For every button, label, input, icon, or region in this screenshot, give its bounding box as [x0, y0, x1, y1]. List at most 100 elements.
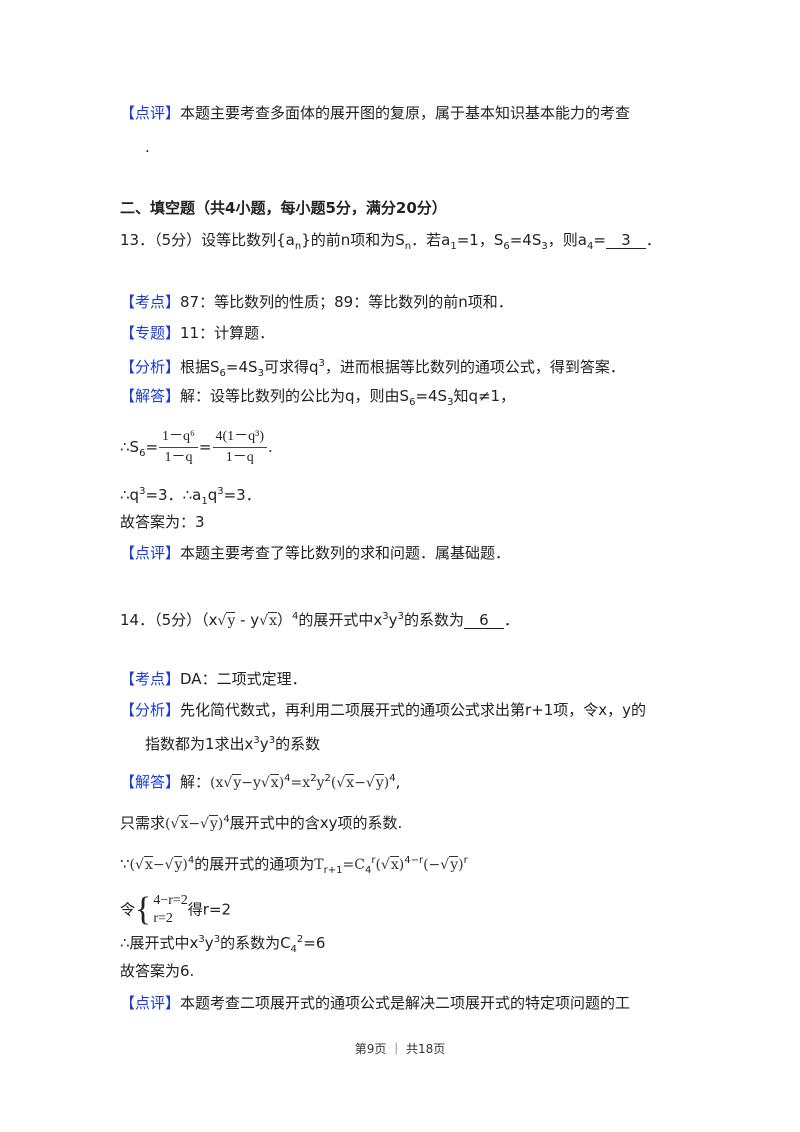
- text-run: 指数都为1求出x: [145, 735, 254, 753]
- math-run: =C: [342, 857, 365, 873]
- text-run: =3．: [223, 486, 261, 504]
- subscript: 6: [219, 368, 226, 379]
- answer-blank: 6: [463, 612, 504, 629]
- q14-review: 【点评】本题考查二项展开式的通项公式是解决二项展开式的特定项问题的工: [120, 993, 630, 1013]
- superscript: 3: [139, 486, 146, 497]
- subscript: 6: [503, 241, 510, 252]
- q14-answer: 故答案为6.: [120, 961, 194, 981]
- sqrt-expr: √x: [261, 774, 279, 791]
- math-run: ): [278, 775, 285, 791]
- math-run: −y: [241, 775, 261, 791]
- page-footer: 第9页 ｜ 共18页: [354, 1042, 446, 1056]
- sqrt-expr: √x: [135, 856, 153, 873]
- text-run: 令: [120, 900, 136, 919]
- math-run: ): [182, 857, 188, 873]
- system-row: 4−r=2: [153, 893, 188, 908]
- text-run: 只需求: [120, 814, 166, 832]
- answer-blank: 3: [605, 232, 646, 249]
- math-run: ): [458, 857, 464, 873]
- denominator: 1－q: [225, 450, 254, 465]
- subscript: 3: [541, 241, 548, 252]
- text-run: }的前n项和为S: [301, 231, 405, 249]
- question-13: 13．（5分）设等比数列{an}的前n项和为Sn．若a1=1，S6=4S3，则a…: [120, 230, 661, 257]
- q13-review: 【点评】本题主要考查了等比数列的求和问题．属基础题．: [120, 543, 510, 563]
- radical-sign: √: [260, 775, 270, 791]
- math-run: y: [316, 775, 325, 791]
- text-run: ，进而根据等比数列的通项公式，得到答案．: [324, 358, 625, 376]
- math-run: ): [398, 857, 405, 873]
- q13-formula: ∴S6= 1－q⁶ 1－q = 4(1－q³) 1－q.: [120, 427, 273, 468]
- text-run: ）: [277, 611, 293, 629]
- subscript: 1: [450, 241, 457, 252]
- system-row: r=2: [153, 911, 173, 926]
- section-heading: 二、填空题（共4小题，每小题5分，满分20分）: [120, 198, 447, 218]
- radicand: x: [268, 612, 278, 629]
- text-run: y: [259, 735, 269, 753]
- q14-knowledge-point: 【考点】DA：二项式定理．: [120, 669, 307, 689]
- subscript: 1: [201, 496, 208, 507]
- math-run: (−: [423, 857, 441, 873]
- text-run: =: [198, 438, 212, 456]
- q13-step: ∴q3=3．∴a1q3=3．: [120, 482, 261, 512]
- superscript: 3: [382, 611, 389, 622]
- section-tag: 【点评】: [120, 544, 181, 562]
- text-run: ,: [395, 773, 401, 791]
- radical-sign: √: [336, 775, 346, 791]
- text-run: 本题主要考查了等比数列的求和问题．属基础题．: [180, 544, 511, 562]
- text-run: 先化简代数式，再利用二项展开式的通项公式求出第r+1项，令x，y的: [180, 701, 647, 719]
- radicand: y: [226, 612, 236, 629]
- text-run: ∵: [120, 855, 130, 873]
- math-run: (: [129, 857, 136, 873]
- text-run: q: [207, 486, 218, 504]
- math-run: ): [383, 775, 390, 791]
- radicand: y: [208, 815, 218, 832]
- superscript: 4: [389, 773, 396, 784]
- text-run: 的展开式中x: [298, 611, 383, 629]
- text-run: =6: [303, 934, 326, 952]
- q14-analysis: 【分析】先化简代数式，再利用二项展开式的通项公式求出第r+1项，令x，y的: [120, 700, 646, 720]
- q14-step-4: ∴展开式中x3y3的系数为C42=6: [120, 930, 325, 960]
- radicand: x: [143, 856, 153, 873]
- math-run: −: [354, 775, 366, 791]
- radical-sign: √: [259, 613, 269, 629]
- superscript: r: [463, 855, 468, 866]
- subscript: 4: [290, 944, 297, 955]
- text-run: 解：设等比数列的公比为q，则由S: [180, 387, 410, 405]
- sqrt-expr: √y: [200, 815, 218, 832]
- text-run: ∴S: [120, 438, 140, 456]
- superscript: 3: [253, 735, 260, 746]
- radicand: x: [345, 774, 355, 791]
- numerator: 1－q⁶: [159, 427, 198, 448]
- text-run: y: [388, 611, 398, 629]
- text-run: 得r=2: [187, 900, 232, 919]
- text-run: =4S: [415, 387, 448, 405]
- text-run: 的系数为C: [220, 934, 291, 952]
- sqrt-expr: √y: [165, 856, 183, 873]
- section-tag: 【解答】: [120, 773, 181, 791]
- radical-sign: √: [217, 613, 227, 629]
- text-run: 根据S: [180, 358, 220, 376]
- text-run: 本题主要考查多面体的展开图的复原，属于基本知识基本能力的考查: [180, 104, 631, 122]
- radicand: y: [173, 856, 183, 873]
- radical-sign: √: [200, 816, 209, 832]
- radical-sign: √: [223, 775, 233, 791]
- text-run: ．: [645, 231, 661, 249]
- section-tag: 【解答】: [120, 387, 181, 405]
- radicand: y: [449, 856, 459, 873]
- text-run: .: [268, 438, 273, 456]
- text-run: .: [145, 138, 150, 156]
- text-run: =1，S: [456, 231, 504, 249]
- text-run: =4S: [225, 358, 258, 376]
- radical-sign: √: [135, 857, 144, 873]
- superscript: 3: [397, 611, 404, 622]
- text-run: 二、填空题（共4小题，每小题5分，满分20分）: [120, 199, 447, 217]
- text-run: - y: [235, 611, 260, 629]
- q13-answer: 故答案为：3: [120, 512, 205, 532]
- superscript: 3: [213, 934, 221, 945]
- text-run: =4S: [509, 231, 542, 249]
- text-run: 的系数: [275, 735, 321, 753]
- fraction: 1－q⁶ 1－q: [159, 427, 198, 468]
- text-run: =3．∴a: [145, 486, 202, 504]
- math-run: −: [188, 816, 201, 832]
